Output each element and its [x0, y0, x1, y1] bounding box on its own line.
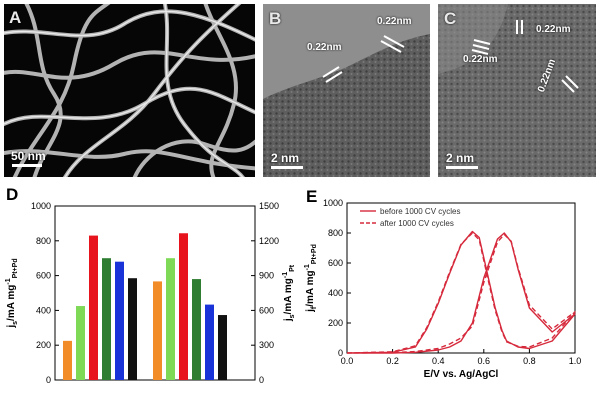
bar	[102, 258, 111, 380]
left-tick-label: 600	[36, 271, 51, 281]
panel-d-label: D	[6, 185, 19, 204]
panel-b-spacing-1: 0.22nm	[307, 42, 342, 53]
panel-b-label: B	[269, 9, 282, 28]
bar	[179, 233, 188, 380]
bar	[192, 279, 201, 380]
panel-a-scale-text: 50 nm	[11, 149, 46, 163]
bar	[166, 258, 175, 380]
panel-d: D 0 200 400 600 800 1000 0 300 600 900 1200 1500 js/…	[0, 183, 300, 400]
y-tick-label: 0	[338, 348, 343, 358]
cv-line-chart: 0.0 0.2 0.4 0.6 0.8 1.0 0 200 400 600 800 1000 E/V v…	[304, 198, 582, 380]
bar	[76, 306, 85, 380]
bar	[205, 304, 214, 380]
bar	[89, 235, 98, 380]
panel-c-scale-bar	[446, 166, 478, 169]
right-tick-label: 600	[259, 305, 274, 315]
bar	[218, 315, 227, 380]
right-axis-label: js/mA mg-1Pt	[282, 264, 296, 322]
panel-c-label: C	[444, 9, 457, 28]
panel-e-label: E	[306, 187, 318, 206]
panel-a-scale-bar	[12, 164, 42, 167]
right-tick-label: 0	[259, 375, 264, 385]
x-tick-label: 0.0	[341, 356, 354, 366]
right-tick-label: 300	[259, 340, 274, 350]
left-tick-label: 200	[36, 340, 51, 350]
panel-b-spacing-2: 0.22nm	[377, 16, 412, 27]
panel-c-spacing-2: 0.22nm	[536, 24, 571, 35]
y-tick-label: 200	[328, 318, 343, 328]
y-tick-label: 1000	[323, 198, 343, 208]
x-tick-label: 1.0	[569, 356, 582, 366]
panel-b-image	[263, 4, 430, 177]
y-tick-label: 600	[328, 258, 343, 268]
right-tick-label: 900	[259, 271, 274, 281]
bar-chart: 0 200 400 600 800 1000 0 300 600 900 1200 1500 js/mA…	[5, 201, 296, 385]
left-tick-label: 0	[46, 375, 51, 385]
series-line	[346, 230, 576, 354]
x-axis-label: E/V vs. Ag/AgCl	[424, 369, 499, 380]
panel-b-scale-text: 2 nm	[271, 151, 300, 165]
panel-c: C 0.22nm 0.22nm 0.22nm 2 nm	[438, 4, 596, 177]
panel-c-image	[438, 4, 596, 177]
x-tick-label: 0.2	[386, 356, 399, 366]
left-tick-label: 400	[36, 305, 51, 315]
series-line	[346, 232, 576, 354]
bar	[115, 261, 124, 380]
right-tick-label: 1200	[259, 236, 279, 246]
legend-entry: after 1000 CV cycles	[380, 219, 454, 228]
legend-entry: before 1000 CV cycles	[380, 207, 461, 216]
panel-a-image	[4, 4, 255, 177]
left-axis-label: js/mA mg-1Pt+Pd	[5, 258, 19, 328]
left-tick-label: 1000	[31, 201, 51, 211]
panel-b: B 0.22nm 0.22nm 2 nm	[263, 4, 430, 177]
left-tick-label: 800	[36, 236, 51, 246]
panel-a: A 50 nm	[4, 4, 255, 177]
bar	[63, 340, 72, 380]
panel-a-label: A	[9, 8, 22, 27]
x-tick-label: 0.8	[523, 356, 536, 366]
x-tick-label: 0.4	[432, 356, 445, 366]
y-tick-label: 400	[328, 288, 343, 298]
plot-frame	[346, 202, 576, 354]
panel-e: E 0.0 0.2 0.4 0.6 0.8 1.0 0 200 400 600 800 1000 E/V…	[300, 183, 600, 400]
bar	[128, 278, 137, 380]
bar	[153, 281, 162, 380]
right-tick-label: 1500	[259, 201, 279, 211]
x-tick-label: 0.6	[478, 356, 491, 366]
y-tick-label: 800	[328, 228, 343, 238]
panel-c-scale-text: 2 nm	[446, 151, 475, 165]
y-axis-label: jf/mA mg-1Pt+Pd	[304, 244, 318, 313]
panel-c-spacing-1: 0.22nm	[463, 54, 498, 65]
panel-b-scale-bar	[271, 166, 303, 169]
